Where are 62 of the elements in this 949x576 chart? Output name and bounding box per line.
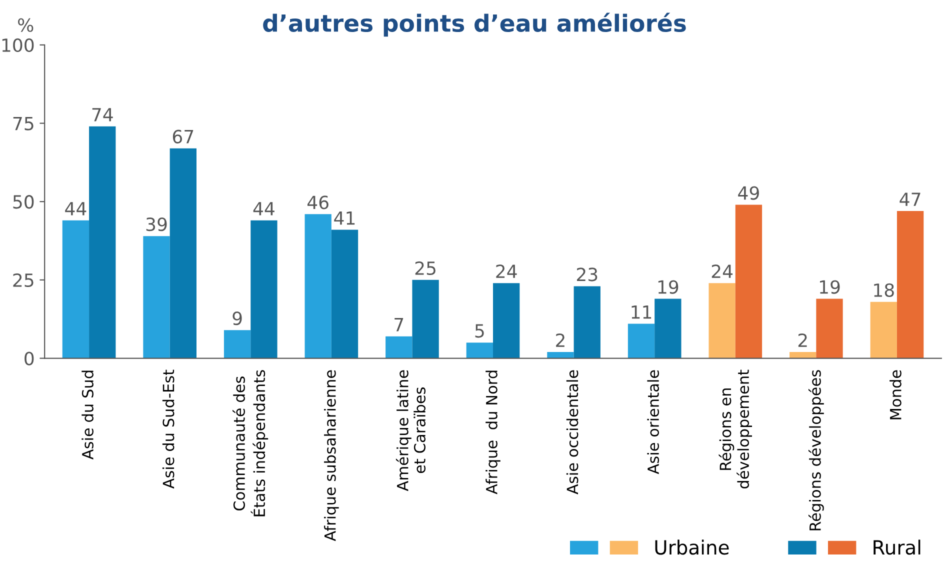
- data-label: 18: [874, 283, 894, 297]
- y-tick-label: 75: [13, 116, 34, 130]
- data-label: 44: [65, 202, 86, 216]
- bar: [89, 126, 116, 358]
- bar: [224, 330, 251, 358]
- x-tick-label: Afrique du Nord: [486, 370, 500, 494]
- data-label: 67: [172, 130, 194, 144]
- chart-title: d’autres points d’eau améliorés: [263, 12, 686, 37]
- data-label: 39: [146, 218, 167, 232]
- data-label: 23: [576, 268, 598, 282]
- bar: [708, 283, 736, 358]
- y-tick-label: 25: [13, 273, 34, 288]
- data-label: 24: [496, 264, 517, 278]
- bar: [170, 148, 196, 358]
- data-label: 25: [415, 261, 436, 276]
- data-label: 46: [307, 196, 328, 210]
- data-label: 7: [394, 318, 404, 332]
- bar: [143, 236, 170, 358]
- data-label: 9: [232, 312, 242, 326]
- bar: [250, 220, 278, 358]
- bar: [628, 324, 655, 358]
- y-axis-title: %: [18, 18, 34, 32]
- bar: [816, 298, 843, 358]
- data-label: 41: [334, 211, 355, 225]
- legend-label: Rural: [874, 540, 920, 555]
- bar: [735, 204, 762, 358]
- y-tick-label: 50: [13, 195, 34, 209]
- x-tick-label: Asie du Sud: [82, 370, 94, 460]
- bar: [331, 230, 358, 358]
- x-tick-label: Afrique subsaharienne: [324, 370, 339, 542]
- data-label: 49: [738, 186, 759, 200]
- bar: [304, 214, 332, 358]
- x-tick-label: Asie orientale: [647, 370, 660, 474]
- data-label: 2: [556, 333, 564, 347]
- bar: [493, 283, 520, 358]
- data-label: 19: [658, 280, 678, 294]
- legend-label: Urbaine: [655, 540, 729, 555]
- data-label: 11: [632, 305, 652, 319]
- x-tick-label: Régions en développement: [718, 370, 752, 488]
- bar: [870, 302, 897, 358]
- bar: [386, 336, 412, 358]
- x-tick-label: Monde: [890, 370, 902, 420]
- data-label: 44: [253, 202, 274, 216]
- data-label: 74: [92, 108, 113, 122]
- bar: [466, 342, 494, 358]
- data-label: 5: [475, 324, 484, 338]
- bar: [412, 280, 439, 358]
- x-tick-label: Régions développées: [808, 370, 824, 530]
- bar: [62, 220, 90, 358]
- y-tick-label: 100: [2, 38, 34, 52]
- bar: [654, 298, 682, 358]
- bar: [574, 286, 600, 358]
- data-label: 19: [820, 280, 840, 294]
- x-tick-label: Communauté des États indépendants: [232, 370, 268, 516]
- x-tick-label: Amérique latine et Caraïbes: [396, 370, 426, 492]
- data-label: 2: [798, 333, 807, 347]
- x-tick-label: Asie du Sud-Est: [162, 370, 174, 489]
- bar: [896, 211, 924, 358]
- data-label: 47: [900, 192, 920, 206]
- x-tick-label: Asie occidentale: [566, 370, 578, 494]
- data-label: 24: [712, 264, 733, 278]
- y-tick-label: 0: [24, 352, 34, 366]
